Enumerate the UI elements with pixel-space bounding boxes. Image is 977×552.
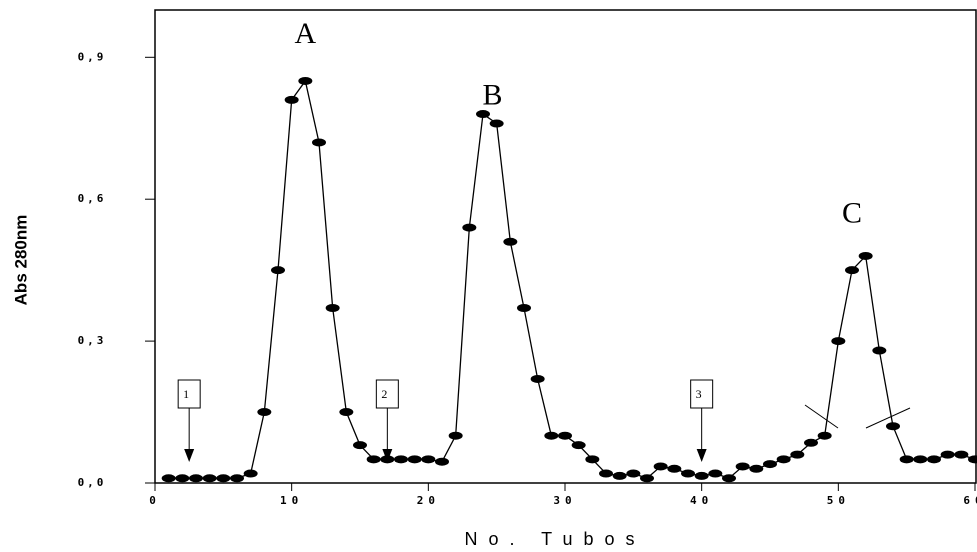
- y-tick-label: 0,6: [78, 192, 107, 205]
- data-point: [913, 455, 928, 464]
- marker-label: 1: [183, 387, 189, 401]
- data-point: [284, 95, 299, 104]
- x-tick-label: 20: [417, 494, 440, 507]
- data-point: [694, 471, 709, 480]
- x-tick-label: 40: [690, 494, 713, 507]
- data-point: [735, 462, 750, 471]
- cut-line: [865, 407, 911, 429]
- data-point: [339, 408, 354, 417]
- data-point: [763, 460, 777, 469]
- data-point: [503, 237, 518, 246]
- x-tick-label: 10: [280, 494, 303, 507]
- data-point: [845, 266, 859, 275]
- data-point: [175, 474, 190, 483]
- data-point: [243, 469, 258, 478]
- data-point: [257, 408, 272, 417]
- data-point: [325, 303, 340, 312]
- data-point: [626, 469, 641, 478]
- data-point: [161, 474, 176, 483]
- data-point: [230, 474, 244, 483]
- data-point: [448, 431, 463, 440]
- data-point: [667, 464, 682, 473]
- cut-line: [804, 404, 839, 429]
- data-point: [585, 455, 600, 464]
- x-tick-label: 30: [553, 494, 576, 507]
- data-point: [298, 76, 313, 85]
- data-point: [489, 119, 504, 128]
- data-point: [312, 138, 326, 147]
- data-point: [189, 474, 203, 483]
- data-point: [776, 455, 791, 464]
- data-point: [462, 223, 477, 232]
- peak-label: A: [294, 17, 316, 50]
- data-point: [558, 431, 572, 440]
- data-point: [749, 464, 764, 473]
- data-point: [216, 474, 231, 483]
- data-point: [353, 441, 367, 450]
- data-point: [421, 455, 436, 464]
- data-point: [612, 471, 627, 480]
- peak-label: B: [483, 78, 503, 111]
- data-point: [899, 455, 914, 464]
- y-tick-label: 0,3: [78, 334, 107, 347]
- data-point: [681, 469, 695, 478]
- plot-frame: [154, 9, 977, 484]
- data-point: [653, 462, 668, 471]
- data-point: [954, 450, 969, 459]
- data-point: [790, 450, 805, 459]
- data-point: [722, 474, 736, 483]
- data-point: [530, 374, 545, 383]
- data-point: [202, 474, 217, 483]
- data-point: [940, 450, 955, 459]
- y-tick-label: 0,0: [78, 476, 107, 489]
- x-tick-label: 50: [827, 494, 850, 507]
- marker-arrowhead: [382, 449, 393, 462]
- data-point: [927, 455, 941, 464]
- data-point: [708, 469, 723, 478]
- data-point: [435, 457, 449, 466]
- data-point: [366, 455, 381, 464]
- data-point: [831, 337, 846, 346]
- marker-arrowhead: [696, 449, 707, 462]
- data-point: [804, 438, 818, 447]
- data-point: [886, 422, 900, 431]
- data-point: [968, 455, 977, 464]
- data-point: [544, 431, 559, 440]
- marker-label: 2: [381, 387, 387, 401]
- y-axis-label: Abs 280nm: [11, 215, 30, 306]
- x-axis-label: No. Tubos: [464, 529, 645, 549]
- data-point: [476, 110, 490, 119]
- data-point: [599, 469, 613, 478]
- x-tick-label: 0: [149, 494, 161, 507]
- marker-arrowhead: [184, 449, 195, 462]
- data-point: [640, 474, 654, 483]
- peak-label: C: [842, 197, 862, 230]
- data-line: [168, 79, 976, 480]
- data-point: [858, 251, 873, 260]
- data-point: [872, 346, 887, 355]
- data-point: [407, 455, 422, 464]
- x-tick-label: 60: [963, 494, 977, 507]
- y-tick-label: 0,9: [78, 50, 107, 63]
- data-point: [817, 431, 832, 440]
- data-point: [394, 455, 408, 464]
- data-point: [517, 303, 531, 312]
- marker-label: 3: [696, 387, 702, 401]
- data-point: [271, 266, 285, 275]
- data-point: [571, 441, 586, 450]
